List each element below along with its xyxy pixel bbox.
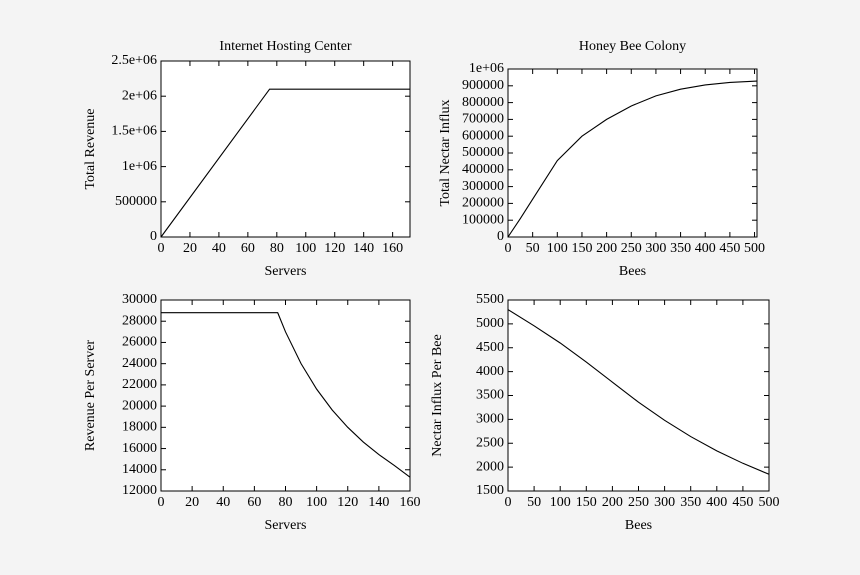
x-tick-label: 500 — [759, 495, 780, 510]
x-tick-label: 100 — [547, 241, 568, 256]
y-tick-label: 2500 — [476, 435, 504, 450]
y-axis-label: Nectar Influx Per Bee — [430, 334, 445, 456]
y-tick-label: 4000 — [476, 364, 504, 379]
x-tick-label: 120 — [337, 495, 358, 510]
y-tick-label: 700000 — [462, 112, 504, 127]
x-tick-label: 80 — [279, 495, 293, 510]
y-tick-label: 1e+06 — [469, 61, 504, 76]
x-axis-label: Bees — [625, 518, 652, 533]
y-tick-label: 4500 — [476, 340, 504, 355]
x-tick-label: 100 — [295, 241, 316, 256]
plot-area — [507, 299, 770, 492]
y-tick-label: 2000 — [476, 459, 504, 474]
chart-title: Internet Hosting Center — [219, 39, 352, 54]
x-tick-label: 350 — [680, 495, 701, 510]
x-tick-label: 150 — [576, 495, 597, 510]
x-tick-label: 80 — [270, 241, 284, 256]
x-tick-label: 0 — [158, 241, 165, 256]
x-tick-label: 250 — [628, 495, 649, 510]
y-tick-label: 200000 — [462, 196, 504, 211]
y-tick-label: 22000 — [122, 377, 157, 392]
plot-area — [160, 60, 411, 238]
y-axis-label: Revenue Per Server — [83, 340, 98, 452]
y-tick-label: 14000 — [122, 462, 157, 477]
x-tick-label: 140 — [353, 241, 374, 256]
x-tick-label: 50 — [527, 495, 541, 510]
y-tick-label: 16000 — [122, 441, 157, 456]
data-line — [161, 312, 411, 478]
y-tick-label: 18000 — [122, 420, 157, 435]
x-tick-label: 60 — [247, 495, 261, 510]
y-axis-label: Total Nectar Influx — [438, 99, 453, 206]
x-tick-label: 40 — [216, 495, 230, 510]
y-axis-label: Total Revenue — [83, 108, 98, 189]
x-tick-label: 60 — [241, 241, 255, 256]
x-tick-label: 150 — [571, 241, 592, 256]
x-tick-label: 50 — [526, 241, 540, 256]
y-tick-label: 0 — [150, 229, 157, 244]
y-tick-label: 0 — [497, 229, 504, 244]
x-tick-label: 160 — [382, 241, 403, 256]
data-line — [160, 88, 410, 238]
plot-area — [160, 299, 411, 492]
y-tick-label: 2e+06 — [122, 88, 157, 103]
y-tick-label: 900000 — [462, 78, 504, 93]
x-tick-label: 500 — [744, 241, 765, 256]
y-tick-label: 400000 — [462, 162, 504, 177]
y-tick-label: 1500 — [476, 483, 504, 498]
x-tick-label: 120 — [324, 241, 345, 256]
y-tick-label: 5500 — [476, 292, 504, 307]
x-tick-label: 100 — [550, 495, 571, 510]
x-tick-label: 0 — [158, 495, 165, 510]
x-tick-label: 200 — [602, 495, 623, 510]
x-tick-label: 100 — [306, 495, 327, 510]
y-tick-label: 500000 — [462, 145, 504, 160]
x-tick-label: 250 — [621, 241, 642, 256]
data-line — [507, 80, 758, 238]
y-tick-label: 28000 — [122, 313, 157, 328]
plot-area — [507, 68, 758, 238]
y-tick-label: 24000 — [122, 356, 157, 371]
x-tick-label: 0 — [505, 495, 512, 510]
y-tick-label: 3500 — [476, 388, 504, 403]
y-tick-label: 1.5e+06 — [111, 124, 157, 139]
y-tick-label: 20000 — [122, 398, 157, 413]
y-tick-label: 100000 — [462, 212, 504, 227]
x-tick-label: 300 — [654, 495, 675, 510]
y-tick-label: 30000 — [122, 292, 157, 307]
y-tick-label: 5000 — [476, 316, 504, 331]
x-tick-label: 300 — [645, 241, 666, 256]
x-tick-label: 20 — [183, 241, 197, 256]
x-tick-label: 0 — [505, 241, 512, 256]
data-line — [507, 309, 770, 475]
y-tick-label: 26000 — [122, 335, 157, 350]
y-tick-label: 1e+06 — [122, 159, 157, 174]
x-tick-label: 350 — [670, 241, 691, 256]
y-tick-label: 3000 — [476, 412, 504, 427]
x-axis-label: Servers — [265, 518, 307, 533]
x-tick-label: 450 — [719, 241, 740, 256]
x-tick-label: 400 — [706, 495, 727, 510]
x-tick-label: 400 — [695, 241, 716, 256]
x-tick-label: 40 — [212, 241, 226, 256]
x-tick-label: 20 — [185, 495, 199, 510]
chart-title: Honey Bee Colony — [579, 39, 686, 54]
x-axis-label: Servers — [265, 264, 307, 279]
x-tick-label: 200 — [596, 241, 617, 256]
y-tick-label: 600000 — [462, 128, 504, 143]
y-tick-label: 800000 — [462, 95, 504, 110]
x-tick-label: 140 — [368, 495, 389, 510]
x-tick-label: 450 — [732, 495, 753, 510]
y-tick-label: 500000 — [115, 194, 157, 209]
y-tick-label: 300000 — [462, 179, 504, 194]
y-tick-label: 12000 — [122, 483, 157, 498]
x-axis-label: Bees — [619, 264, 646, 279]
y-tick-label: 2.5e+06 — [111, 53, 157, 68]
x-tick-label: 160 — [400, 495, 421, 510]
